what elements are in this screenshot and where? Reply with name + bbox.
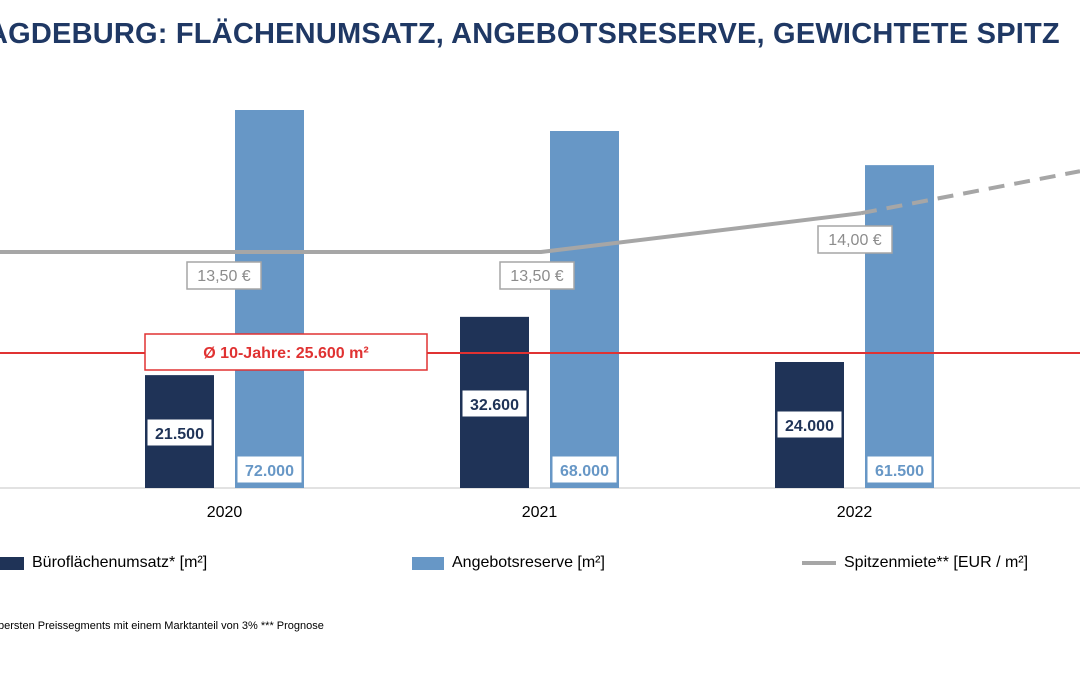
data-label-reserve: 68.000 xyxy=(560,463,609,480)
series-line-miete xyxy=(0,211,862,254)
data-label-box-reserve xyxy=(866,455,933,484)
x-tick-label: 2022 xyxy=(837,504,873,521)
data-label-box-miete xyxy=(817,225,893,254)
x-tick-label: 2021 xyxy=(522,504,558,521)
data-label-box-umsatz xyxy=(461,389,528,418)
chart-canvas: 2020 2021 2022 21.500 72.000 32.600 68.000 24.0… xyxy=(0,110,1080,521)
bar-reserve xyxy=(235,110,304,488)
legend-label-miete: Spitzenmiete** [EUR / m²] xyxy=(844,554,1029,571)
x-tick-label: 2020 xyxy=(207,504,243,521)
legend-label-reserve: Angebotsreserve [m²] xyxy=(452,554,605,571)
data-label-box-umsatz xyxy=(146,418,213,447)
series-line-miete-forecast xyxy=(860,169,1080,216)
chart-title: AGDEBURG: FLÄCHENUMSATZ, ANGEBOTSRESERVE… xyxy=(0,18,1060,50)
legend-item-umsatz: Büroflächenumsatz* [m²] xyxy=(0,554,207,572)
data-label-box-umsatz xyxy=(776,410,843,439)
data-label-umsatz: 32.600 xyxy=(470,397,519,414)
legend-item-reserve: Angebotsreserve [m²] xyxy=(412,554,605,572)
legend-label-umsatz: Büroflächenumsatz* [m²] xyxy=(32,554,208,571)
bar-reserve xyxy=(865,165,934,488)
data-label-umsatz: 21.500 xyxy=(155,426,204,443)
data-label-miete: 13,50 € xyxy=(510,268,563,285)
legend-item-miete: Spitzenmiete** [EUR / m²] xyxy=(802,554,1028,572)
bar-reserve xyxy=(550,131,619,488)
data-label-box-reserve xyxy=(551,455,618,484)
legend-swatch-umsatz xyxy=(0,556,24,570)
data-label-reserve: 61.500 xyxy=(875,463,924,480)
data-label-umsatz: 24.000 xyxy=(785,418,834,435)
average-label: Ø 10-Jahre: 25.600 m² xyxy=(203,345,368,362)
legend-swatch-reserve xyxy=(412,556,444,570)
data-label-miete: 13,50 € xyxy=(197,268,250,285)
footnote: bersten Preissegments mit einem Marktant… xyxy=(0,620,324,632)
data-label-box-reserve xyxy=(236,455,303,484)
data-label-box-miete xyxy=(499,261,575,290)
data-label-miete: 14,00 € xyxy=(828,232,881,249)
average-label-box xyxy=(144,333,428,371)
legend-line-miete xyxy=(802,561,836,565)
data-label-box-miete xyxy=(186,261,262,290)
data-label-reserve: 72.000 xyxy=(245,463,294,480)
